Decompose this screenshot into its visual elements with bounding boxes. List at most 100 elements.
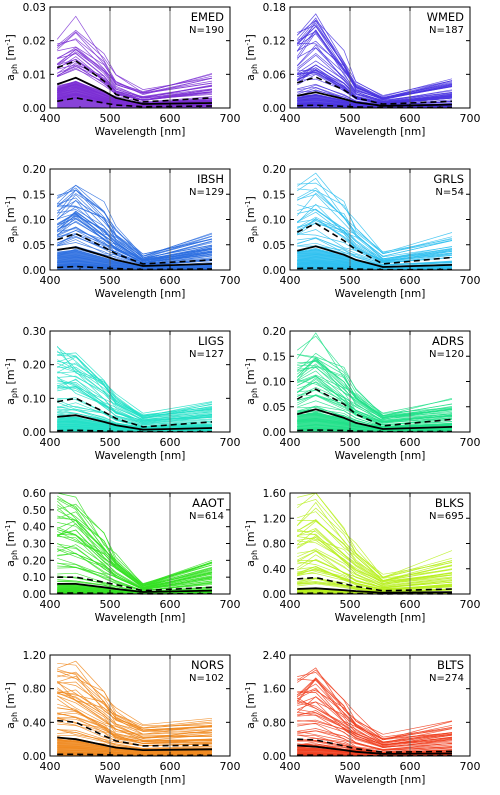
y-axis-label: aph [m-1] <box>244 196 259 243</box>
sample-count: N=54 <box>435 187 464 198</box>
panel-adrs: 400 500 600 700 0.00 0.05 0.10 0.15 0.20 Waveleng… <box>244 326 481 462</box>
mean-line <box>296 408 453 430</box>
y-tick-label: 0.00 <box>23 265 46 277</box>
y-tick-label: 0.00 <box>23 589 46 601</box>
y-tick-label: 0.20 <box>263 164 286 176</box>
mean-line <box>297 91 453 107</box>
region-label: WMED <box>427 10 465 24</box>
x-tick-label: 500 <box>340 760 361 773</box>
x-tick-label: 600 <box>400 436 421 449</box>
upper-dashed-line <box>297 738 453 754</box>
y-axis-label: aph [m-1] <box>4 520 19 567</box>
sample-count: N=120 <box>429 349 464 360</box>
mean-line <box>57 583 213 593</box>
x-tick-label: 600 <box>400 760 421 773</box>
y-tick-label: 0.20 <box>23 164 46 176</box>
x-tick-label: 400 <box>40 598 61 611</box>
y-tick-label: 0.20 <box>263 326 286 338</box>
spectra-group <box>296 172 453 270</box>
region-label: IBSH <box>197 172 224 186</box>
x-tick-label: 400 <box>40 274 61 287</box>
panel-nors: 400 500 600 700 0.00 0.40 0.80 1.20 Wavelength [… <box>4 650 241 786</box>
x-tick-label: 600 <box>400 112 421 125</box>
x-tick-label: 400 <box>280 112 301 125</box>
y-tick-label: 0.00 <box>263 103 286 115</box>
y-tick-label: 1.60 <box>263 488 286 500</box>
y-axis-label: aph [m-1] <box>4 34 19 81</box>
spectrum-line <box>297 537 453 584</box>
y-tick-label: 0.50 <box>23 505 46 517</box>
y-tick-label: 0.10 <box>263 215 286 227</box>
y-axis-label: aph [m-1] <box>4 358 19 405</box>
x-tick-label: 500 <box>340 112 361 125</box>
panel-blks: 400 500 600 700 0.00 0.40 0.80 1.20 1.60 Waveleng… <box>244 488 481 624</box>
upper-dashed-line <box>56 232 213 265</box>
spectra-dense-band <box>297 93 452 108</box>
y-tick-label: 0.05 <box>263 240 286 252</box>
y-axis-label: aph [m-1] <box>244 520 259 567</box>
y-tick-label: 0.30 <box>23 539 46 551</box>
y-tick-label: 0.40 <box>263 564 286 576</box>
y-axis-label: aph [m-1] <box>244 682 259 729</box>
sample-count: N=102 <box>189 673 224 684</box>
y-tick-label: 0.05 <box>23 240 46 252</box>
x-tick-label: 500 <box>100 598 121 611</box>
upper-dashed-line <box>296 388 453 427</box>
x-tick-label: 700 <box>460 112 481 125</box>
y-tick-label: 1.20 <box>263 513 286 525</box>
y-tick-label: 0.05 <box>263 402 286 414</box>
panel-ibsh: 400 500 600 700 0.00 0.05 0.10 0.15 0.20 Waveleng… <box>4 164 241 300</box>
y-tick-label: 0.03 <box>23 2 46 14</box>
x-tick-label: 700 <box>460 598 481 611</box>
region-label: LIGS <box>198 334 224 348</box>
y-tick-label: 0.80 <box>263 539 286 551</box>
spectra-dense-band <box>57 739 213 756</box>
upper-dashed-line <box>297 576 453 592</box>
spectrum-line <box>297 528 453 583</box>
sample-count: N=187 <box>429 25 464 36</box>
y-tick-label: 0.00 <box>263 589 286 601</box>
x-tick-label: 500 <box>100 112 121 125</box>
x-tick-label: 600 <box>160 274 181 287</box>
mean-line <box>296 245 453 268</box>
spectra-dense-band <box>297 248 452 270</box>
panel-aaot: 400 500 600 700 0.00 0.10 0.20 0.30 0.40 0.50 0.60… <box>4 488 241 624</box>
x-tick-label: 600 <box>160 112 181 125</box>
mean-line <box>56 76 213 105</box>
spectra-dense-band <box>57 80 213 108</box>
y-tick-label: 2.40 <box>263 650 286 662</box>
y-tick-label: 0.00 <box>23 427 46 439</box>
sample-count: N=614 <box>189 511 224 522</box>
y-tick-label: 0.10 <box>263 377 286 389</box>
region-label: ADRS <box>432 334 464 348</box>
upper-dashed-line <box>57 576 213 592</box>
spectra-dense-band <box>297 411 452 432</box>
y-tick-label: 0.00 <box>23 751 46 763</box>
x-tick-label: 700 <box>220 760 241 773</box>
y-axis-label: aph [m-1] <box>244 34 259 81</box>
x-tick-label: 600 <box>400 274 421 287</box>
x-tick-label: 400 <box>280 760 301 773</box>
x-tick-label: 500 <box>340 436 361 449</box>
x-axis-label: Wavelength [nm] <box>95 612 186 624</box>
x-tick-label: 600 <box>160 436 181 449</box>
x-tick-label: 500 <box>100 436 121 449</box>
y-tick-label: 0.00 <box>23 103 46 115</box>
y-tick-label: 0.12 <box>263 36 286 48</box>
spectra-group <box>56 493 213 594</box>
x-axis-label: Wavelength [nm] <box>335 450 426 462</box>
sample-count: N=127 <box>189 349 224 360</box>
mean-line <box>57 246 213 267</box>
sample-count: N=190 <box>189 25 224 36</box>
x-axis-label: Wavelength [nm] <box>95 126 186 138</box>
y-tick-label: 0.15 <box>263 189 286 201</box>
region-label: AAOT <box>192 496 225 510</box>
y-tick-label: 0.15 <box>23 189 46 201</box>
spectra-dense-band <box>57 416 213 432</box>
panel-wmed: 400 500 600 700 0.00 0.06 0.12 0.18 Wavelength [… <box>244 2 481 138</box>
x-tick-label: 500 <box>100 760 121 773</box>
y-tick-label: 0.80 <box>263 717 286 729</box>
y-tick-label: 0.30 <box>23 326 46 338</box>
x-axis-label: Wavelength [nm] <box>335 288 426 300</box>
x-tick-label: 400 <box>40 436 61 449</box>
